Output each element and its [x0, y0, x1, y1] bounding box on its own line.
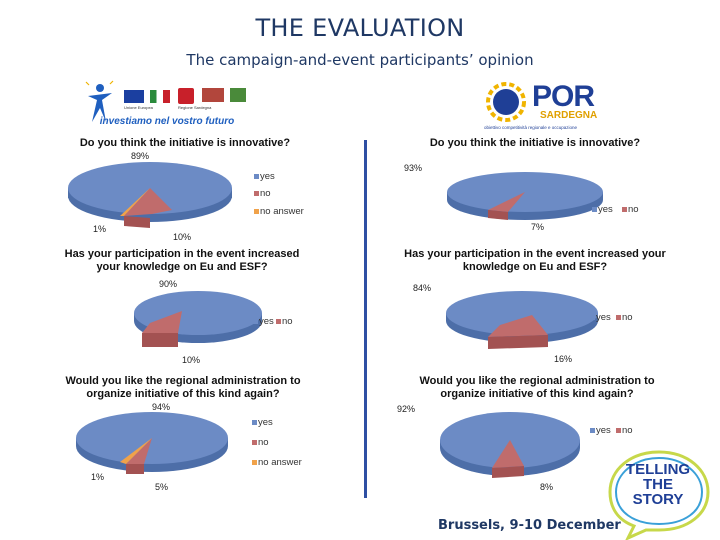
chart1-question: Do you think the initiative is innovativ… [79, 137, 291, 149]
telling-line-3: STORY [632, 491, 684, 508]
chart4-yes-pct: 84% [413, 283, 432, 293]
por-stars-ring-icon [486, 82, 526, 122]
chart6-slice-no [492, 440, 524, 468]
chart3-question: Has your participation in the event incr… [64, 248, 300, 273]
chart1-legend-yes: yes [254, 171, 275, 182]
italy-flag [150, 90, 170, 103]
chart3-slice-no [142, 311, 182, 333]
chart6-yes-pct: 92% [397, 404, 416, 414]
chart1-slice-na [120, 188, 150, 216]
chart4-pie [446, 291, 598, 349]
chart5-legend-no: no [252, 437, 269, 448]
other-logo-2 [230, 88, 246, 102]
page-title: THE EVALUATION [255, 14, 465, 42]
chart1-na-pct: 1% [93, 224, 107, 234]
chart3-legend-yes: yes [253, 316, 274, 327]
regione-logo [178, 88, 194, 104]
chart3-yes-pct: 90% [159, 279, 178, 289]
chart5-legend-na: no answer [252, 457, 302, 468]
chart4-question: Has your participation in the event incr… [404, 248, 666, 273]
chart4-slice-no [488, 315, 548, 337]
chart2-pie [447, 172, 603, 220]
chart6-question: Would you like the regional administrati… [419, 375, 655, 400]
chart4-no-pct: 16% [554, 354, 573, 364]
footer-location: Brussels, 9-10 December [438, 518, 621, 533]
chart5-legend-yes: yes [252, 417, 273, 428]
chart3-legend-no: no [276, 316, 293, 327]
chart5-no-pct: 5% [155, 482, 169, 492]
chart3-pie [134, 291, 262, 347]
chart6-pie [440, 412, 580, 478]
chart2-legend-no: no [622, 204, 639, 215]
chart5-slice-na [120, 438, 152, 464]
chart5-question: Would you like the regional administrati… [65, 375, 301, 400]
left-flag-label-2: Regione Sardegna [178, 105, 212, 110]
investiamo-logo: Unione Europea Regione Sardegna investia… [82, 78, 282, 128]
telling-line-2: THE [643, 476, 673, 493]
por-sardegna-logo: POR SARDEGNA obiettivo competitività reg… [480, 72, 620, 136]
eu-flag [124, 90, 144, 103]
chart5-pie [76, 412, 228, 474]
chart6-no-pct: 8% [540, 482, 554, 492]
chart6-legend-no: no [616, 425, 633, 436]
chart1-yes-pct: 89% [131, 151, 150, 161]
column-divider [364, 140, 367, 498]
chart2-no-pct: 7% [531, 222, 545, 232]
person-figure-icon [85, 80, 114, 122]
chart5-yes-pct: 94% [152, 402, 171, 412]
chart4-legend-no: no [616, 312, 633, 323]
chart3-no-pct: 10% [182, 355, 201, 365]
chart2-slice-no [488, 192, 525, 212]
chart1-pie [68, 162, 232, 228]
page-subtitle: The campaign-and-event participants’ opi… [186, 51, 534, 69]
chart1-legend-no: no [254, 188, 271, 199]
telling-the-story-logo: TELLING THE STORY [604, 448, 714, 540]
other-logo-1 [202, 88, 224, 102]
chart1-no-pct: 10% [173, 232, 192, 242]
chart2-legend-yes: yes [592, 204, 613, 215]
investiamo-tagline: investiamo nel vostro futuro [99, 116, 235, 127]
chart5-na-pct: 1% [91, 472, 105, 482]
por-sub: obiettivo competitività regionale e occu… [484, 125, 578, 130]
chart2-question: Do you think the initiative is innovativ… [429, 137, 641, 149]
chart1-legend-na: no answer [254, 206, 304, 217]
telling-line-1: TELLING [625, 461, 691, 478]
por-label: POR [532, 80, 595, 113]
por-region: SARDEGNA [540, 110, 598, 121]
chart1-slice-no [124, 188, 172, 216]
chart4-slice-yes [446, 291, 598, 335]
left-flag-label-1: Unione Europea [124, 105, 153, 110]
chart2-yes-pct: 93% [404, 163, 423, 173]
chart6-legend-yes: yes [590, 425, 611, 436]
speech-bubble-icon [608, 450, 710, 540]
chart4-legend-yes: yes [590, 312, 611, 323]
